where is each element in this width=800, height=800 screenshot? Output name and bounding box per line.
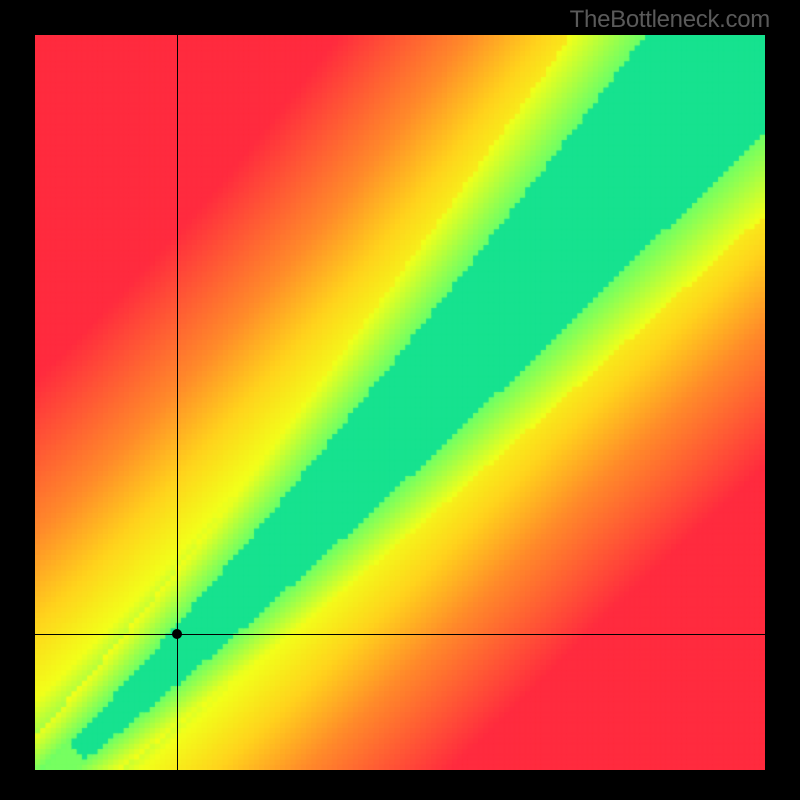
crosshair-horizontal bbox=[35, 634, 765, 635]
crosshair-vertical bbox=[177, 35, 178, 770]
watermark-text: TheBottleneck.com bbox=[570, 6, 770, 34]
chart-frame: TheBottleneck.com bbox=[0, 0, 800, 800]
heatmap-canvas bbox=[35, 35, 765, 770]
marker-dot bbox=[172, 629, 182, 639]
plot-area bbox=[35, 35, 765, 770]
